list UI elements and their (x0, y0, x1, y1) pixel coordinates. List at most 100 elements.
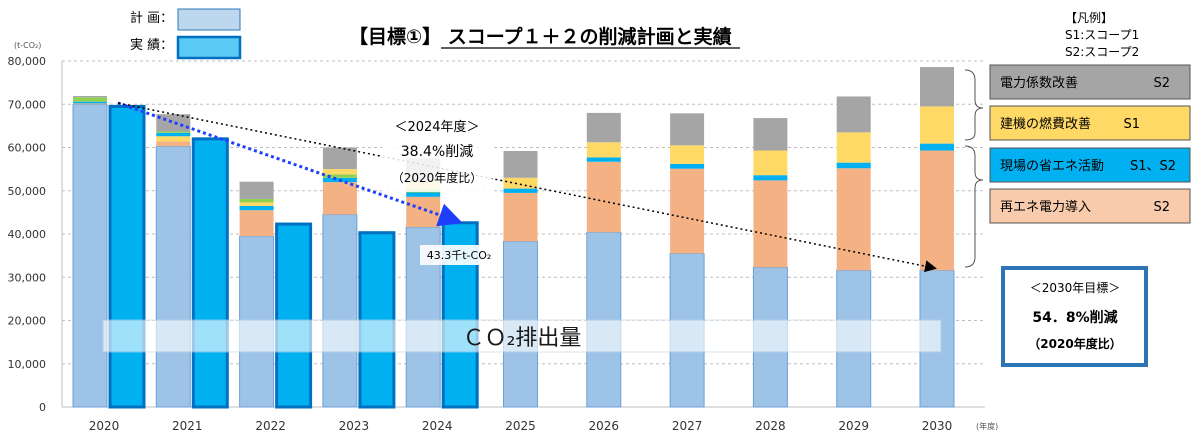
plan-bar-segment (753, 150, 788, 176)
y-tick-label: 60,000 (8, 142, 47, 155)
category-legend-label-1: 建機の燃費改善 (1000, 116, 1091, 132)
plan-bar-segment (322, 182, 357, 215)
plan-bar-segment (156, 141, 191, 147)
plan-bar-segment (72, 103, 108, 408)
actual-bar (108, 104, 146, 409)
chart-title: 【目標①】 スコープ１＋２の削減計画と実績 (349, 25, 732, 48)
target-2030-heading: ＜2030年目標＞ (1030, 281, 1121, 295)
actual-bar (275, 222, 313, 409)
plan-bar-segment (753, 180, 788, 268)
plan-bar-segment (156, 132, 191, 137)
brace-lower (964, 145, 984, 268)
actual-bar (191, 137, 229, 409)
target-2030-note: （2020年度比） (1028, 336, 1121, 351)
x-tick-label: 2030 (922, 419, 953, 433)
plan-bar-segment (753, 175, 788, 181)
legend-plan-swatch (177, 8, 241, 31)
x-tick-label: 2020 (89, 419, 120, 433)
legend-note-s2: S2:スコープ2 (1065, 45, 1139, 59)
plan-bar-segment (586, 142, 621, 158)
legend-actual-swatch (176, 35, 242, 60)
x-tick-label: 2021 (172, 419, 203, 433)
plan-bar-segment (73, 97, 107, 102)
plan-bar-segment (670, 113, 705, 146)
x-tick-label: 2024 (422, 419, 453, 433)
annotation-2024-percent: 38.4%削減 (401, 143, 473, 160)
y-axis: 0 10,000 20,000 30,000 40,000 50,000 60,000 70,… (8, 55, 63, 414)
plan-bar-segment (156, 131, 191, 133)
category-legend-box-3 (989, 188, 1191, 224)
plan-bar-segment (836, 168, 871, 271)
plan-bar-segment (836, 162, 871, 169)
category-legend-scope-3: S2 (1153, 200, 1170, 215)
y-tick-label: 10,000 (8, 358, 47, 371)
plan-bar-segment (920, 67, 954, 107)
target-2030-box (1001, 266, 1148, 367)
plan-bar-segment (155, 145, 191, 408)
category-legend-box-0 (989, 64, 1191, 100)
x-tick-label: 2027 (672, 419, 703, 433)
y-unit-label: (t-CO₂) (14, 41, 41, 50)
category-legend-scope-2: S1、S2 (1130, 159, 1176, 174)
plan-bar-segment (73, 101, 107, 104)
category-legend: 電力係数改善 S2 建機の燃費改善 S1 現場の省エネ活動 S1、S2 再エネ電… (964, 64, 1191, 268)
plan-bar-segment (920, 150, 954, 271)
plan-bar-segment (156, 136, 191, 142)
category-legend-label-0: 電力係数改善 (1000, 75, 1078, 91)
legend-note-title: 【凡例】 (1065, 11, 1113, 25)
plan-bar-segment (406, 196, 441, 228)
plan-bar-segment (503, 192, 538, 242)
plan-bar-segment (753, 118, 788, 151)
plan-bar-segment (322, 214, 358, 408)
x-tick-label: 2028 (755, 419, 786, 433)
plan-bar-segment (156, 114, 191, 132)
plan-bar-segment (670, 145, 705, 164)
plan-bar-segment (836, 96, 871, 133)
category-legend-scope-0: S2 (1153, 76, 1170, 91)
target-2030-percent: 54．8%削減 (1032, 309, 1117, 326)
actual-label-2024: 43.3千t-CO₂ (427, 249, 492, 262)
plan-bar-segment (322, 174, 357, 178)
y-tick-label: 0 (39, 401, 46, 414)
plan-bar-segment (670, 168, 705, 254)
category-legend-scope-1: S1 (1123, 117, 1140, 132)
plan-bar-segment (503, 150, 538, 178)
plan-bar-segment (239, 210, 274, 237)
x-tick-label: 2026 (589, 419, 620, 433)
co2-banner (102, 319, 942, 353)
annotation-2024-note: （2020年度比） (392, 170, 483, 185)
legend-note-s1: S1:スコープ1 (1065, 28, 1139, 42)
plan-bar-segment (586, 161, 621, 233)
category-legend-box-2 (989, 147, 1191, 183)
x-tick-label: 2025 (505, 419, 536, 433)
y-tick-label: 80,000 (8, 55, 47, 68)
plan-bar-segment (503, 177, 538, 189)
category-legend-box-1 (989, 105, 1191, 141)
annotation-2024-bg (382, 112, 492, 192)
plan-bar-segment (322, 147, 357, 170)
plan-bar-segment (73, 96, 107, 98)
bars: 2020 2021 2022 2023 2024 2025 2026 2027 2028 2029… (72, 67, 955, 433)
x-unit-label: (年度) (976, 421, 998, 431)
legend-plan-label: 計 画： (130, 10, 173, 26)
plan-bar-segment (920, 106, 954, 144)
legend-actual-label: 実 績： (130, 37, 173, 53)
actual-label-2024-bg (420, 245, 498, 265)
plan-bar-segment (920, 143, 954, 151)
plan-bar-segment (239, 205, 274, 211)
plan-bar-segment (239, 181, 274, 199)
annotation-2024-heading: ＜2024年度＞ (394, 119, 479, 135)
plan-bar-segment (836, 132, 871, 163)
plan-bar-segment (322, 169, 357, 175)
plan-bar-segment (406, 192, 441, 197)
plan-bar-segment (503, 188, 538, 193)
plan-bar-segment (586, 157, 621, 162)
plan-bar-segment (73, 103, 107, 105)
plan-bar-segment (239, 198, 274, 203)
plan-bar-segment (586, 112, 621, 143)
x-tick-label: 2022 (255, 419, 286, 433)
category-legend-label-3: 再エネ電力導入 (1000, 200, 1091, 215)
y-tick-label: 20,000 (8, 315, 47, 328)
category-legend-label-2: 現場の省エネ活動 (1000, 159, 1104, 174)
